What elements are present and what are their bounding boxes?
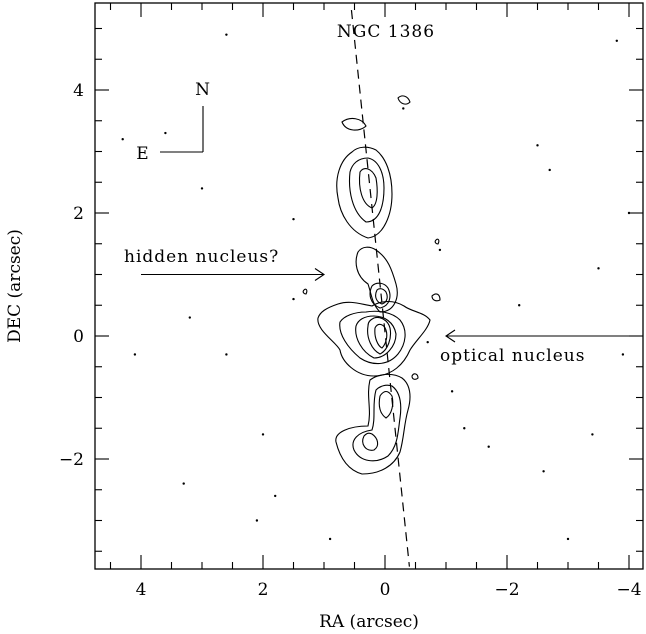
noise-speck: [261, 433, 265, 436]
noise-speck: [225, 353, 228, 356]
x-tick-label: 0: [380, 580, 391, 600]
noise-speck: [518, 304, 521, 307]
noise-speck: [591, 433, 594, 436]
noise-speck: [121, 138, 124, 141]
contour-noise: [431, 293, 441, 302]
noise-speck: [615, 39, 618, 42]
noise-speck: [274, 494, 277, 498]
noise-speck: [487, 445, 490, 448]
noise-speck: [292, 297, 295, 301]
dashed-axis-line: [350, 9, 410, 567]
axis-ticks: [95, 3, 643, 569]
chart-title: NGC 1386: [337, 22, 435, 42]
noise-speck: [328, 537, 332, 541]
compass: N E: [136, 80, 211, 164]
contour-north-outer: [336, 146, 393, 239]
noise-speck: [597, 267, 600, 270]
compass-north-label: N: [195, 80, 211, 100]
noise-speck: [542, 470, 545, 473]
y-axis-title: DEC (arcsec): [5, 229, 25, 343]
noise-speck: [164, 131, 167, 135]
x-tick-label: −4: [616, 580, 641, 600]
x-tick-labels: 4 2 0 −2 −4: [136, 580, 642, 600]
optical-nucleus-label: optical nucleus: [440, 346, 585, 366]
noise-speck: [402, 107, 405, 110]
y-tick-labels: 4 2 0 −2: [59, 81, 84, 470]
contour-center-2: [339, 310, 406, 365]
noise-speck: [255, 519, 259, 522]
noise-speck: [182, 482, 185, 485]
noise-speck: [188, 316, 191, 319]
contour-north-cap: [341, 117, 367, 131]
noise-speck: [426, 340, 429, 344]
contour-south-inner: [378, 390, 394, 419]
x-tick-label: 2: [258, 580, 269, 600]
contour-south-mid: [352, 384, 402, 462]
noise-speck: [438, 248, 442, 252]
contour-noise: [397, 95, 411, 105]
contour-center-outer: [317, 300, 431, 377]
noise-speck: [200, 187, 204, 190]
contour-south-outer: [335, 373, 411, 475]
optical-nucleus-arrowhead: [445, 329, 456, 343]
noise-speck: [450, 390, 454, 393]
hidden-nucleus-arrowhead: [314, 268, 325, 281]
contour-noise: [411, 373, 419, 380]
y-tick-label: −2: [59, 450, 84, 470]
plot-frame: [94, 2, 644, 570]
noise-speck: [225, 33, 228, 36]
contour-noise: [302, 288, 308, 295]
emission-contours: [121, 33, 631, 541]
noise-speck: [548, 168, 551, 172]
noise-speck: [566, 537, 570, 541]
contour-noise: [434, 238, 440, 245]
noise-speck: [463, 427, 466, 430]
annotations: hidden nucleus? optical nucleus: [124, 247, 629, 366]
compass-east-label: E: [136, 144, 149, 164]
contour-center-4: [367, 316, 392, 355]
x-tick-label: 4: [136, 580, 147, 600]
noise-speck: [536, 144, 539, 147]
contour-south-inner2: [362, 432, 379, 451]
noise-speck: [292, 217, 295, 221]
y-tick-label: 4: [73, 81, 84, 101]
x-axis-title: RA (arcsec): [319, 612, 419, 632]
noise-speck: [133, 353, 137, 356]
contour-hidden-outer: [355, 246, 398, 313]
x-tick-label: −2: [494, 580, 519, 600]
hidden-nucleus-label: hidden nucleus?: [124, 247, 279, 267]
y-tick-label: 2: [73, 204, 84, 224]
contour-hidden-inner: [375, 288, 388, 305]
noise-speck: [621, 353, 625, 356]
contour-north-mid: [348, 157, 385, 223]
contour-north-inner: [358, 168, 378, 209]
y-tick-label: 0: [73, 327, 84, 347]
contour-center-3: [355, 315, 397, 359]
